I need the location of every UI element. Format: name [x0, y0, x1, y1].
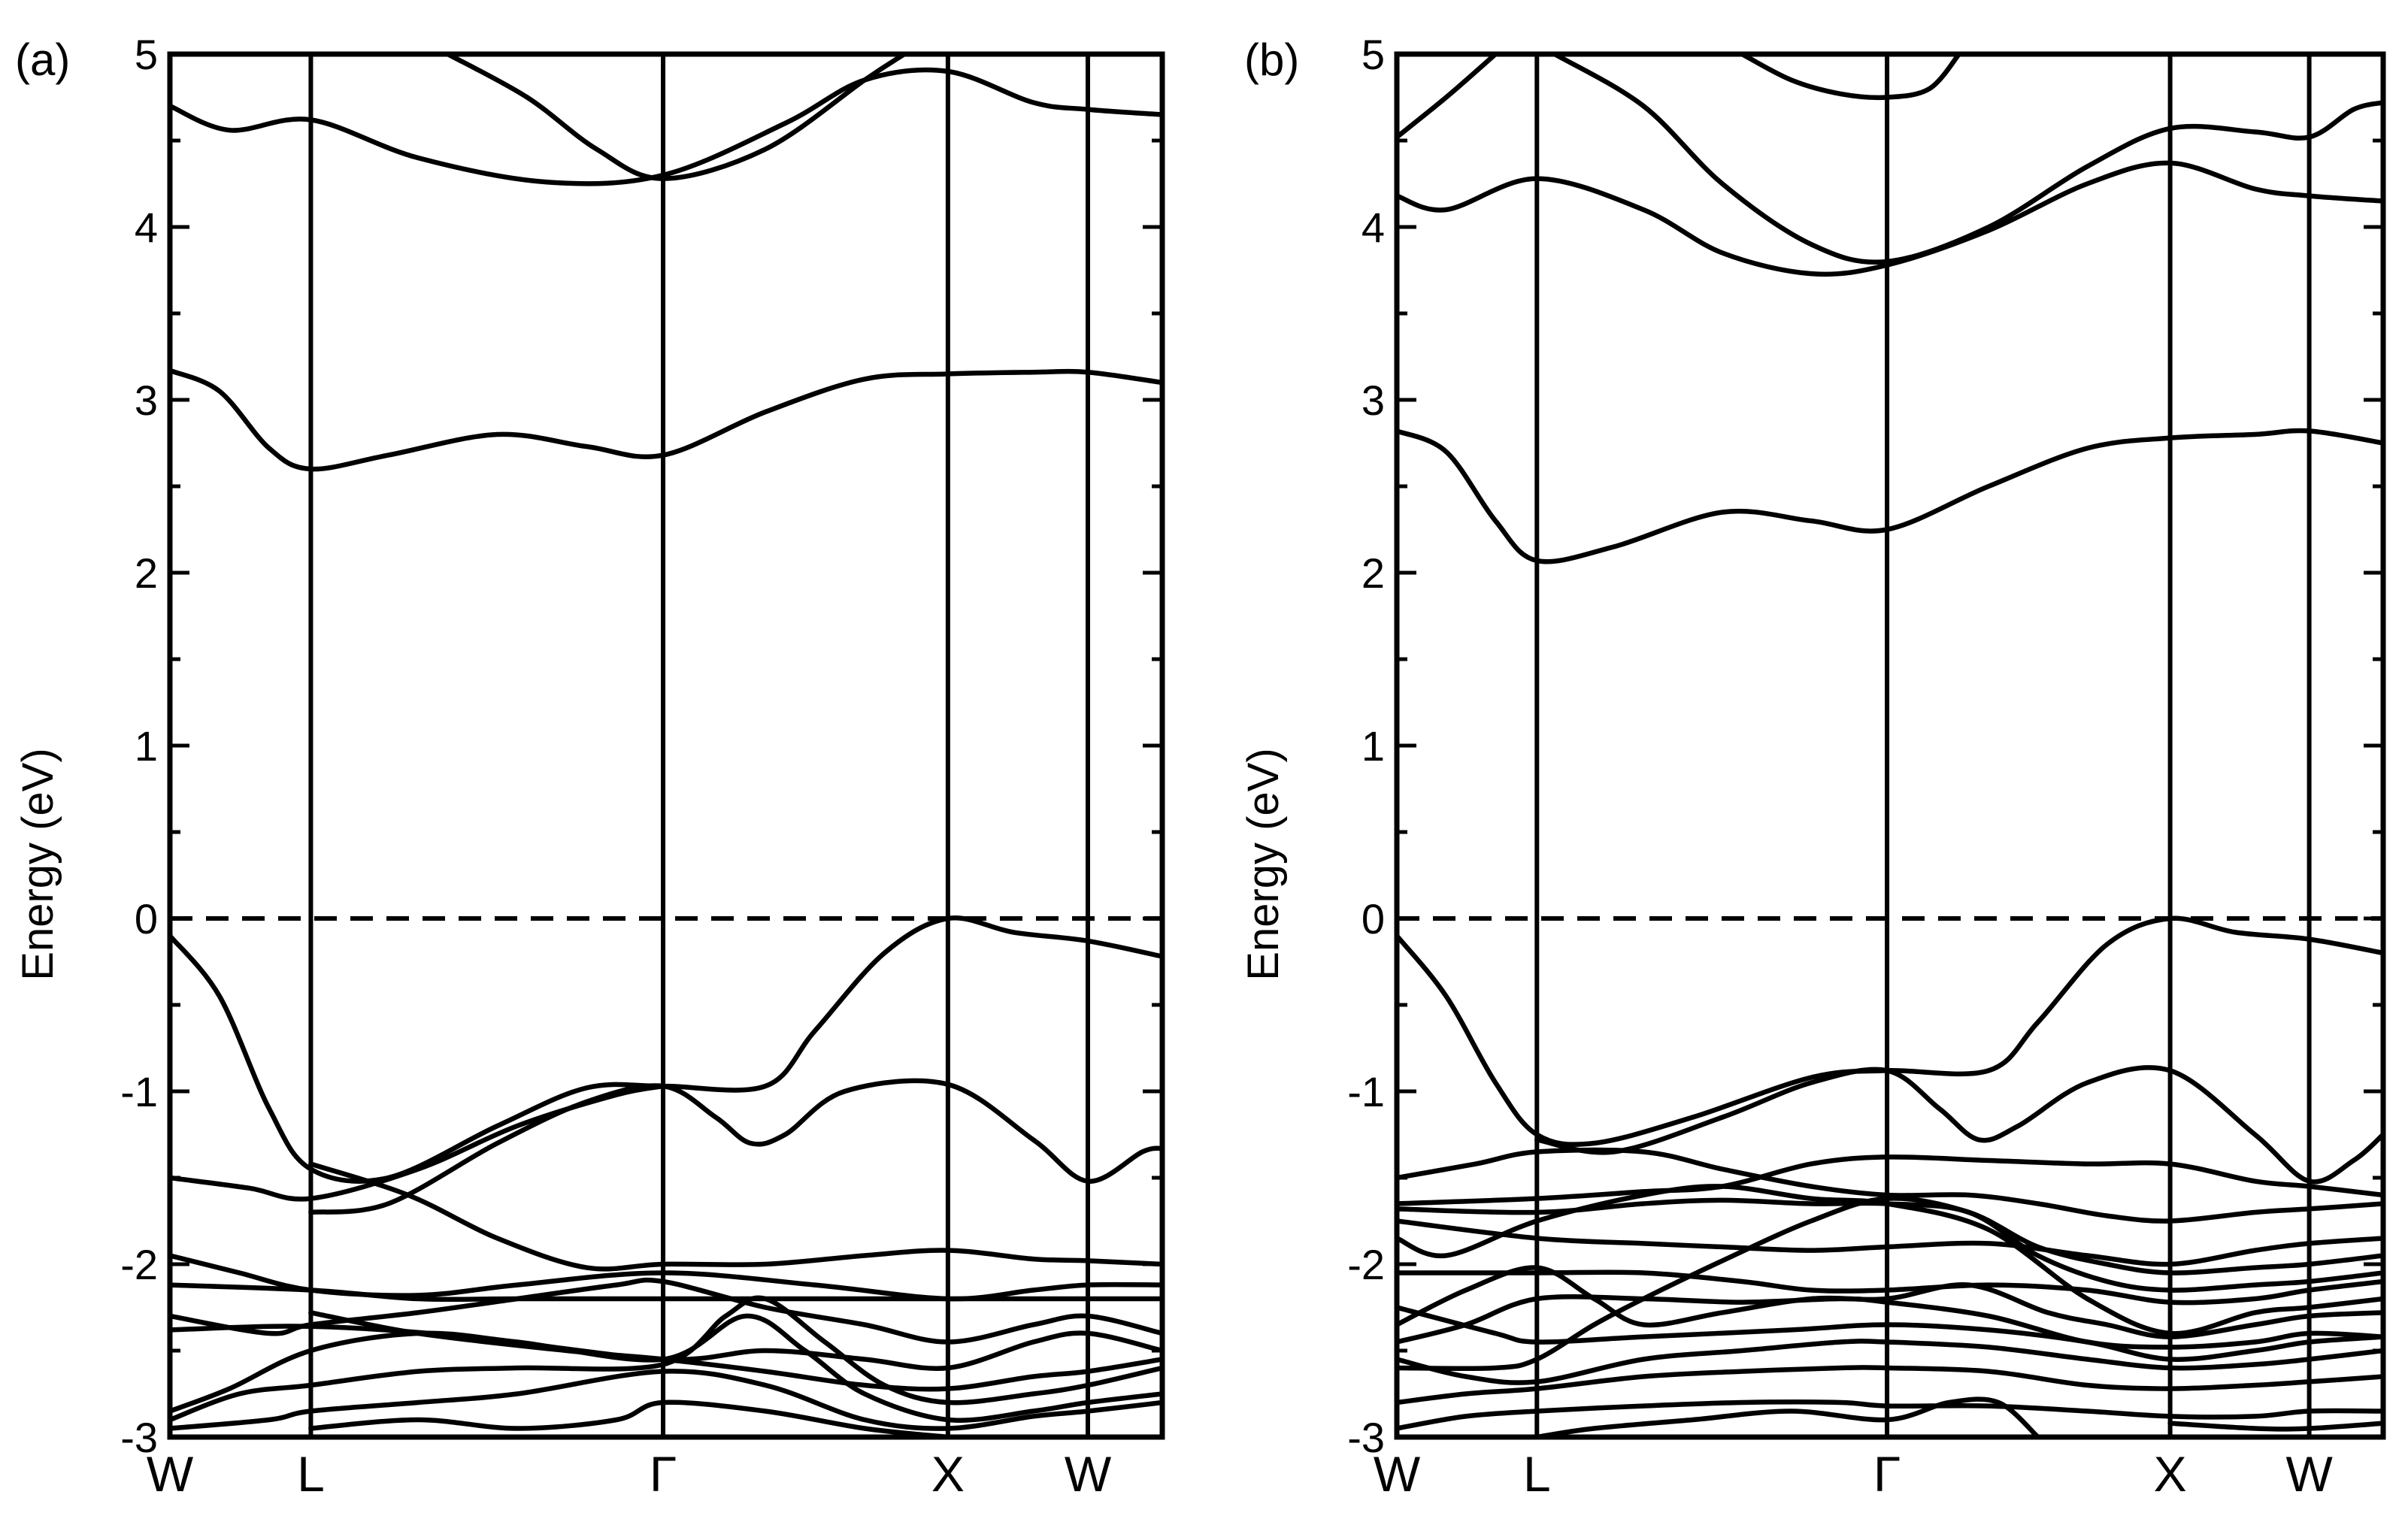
panel-label: (a)	[15, 35, 70, 85]
y-tick-label: 4	[135, 204, 158, 251]
kpoint-label: X	[931, 1446, 965, 1502]
band-line-v6	[1397, 1218, 2383, 1267]
plot-frame	[167, 51, 1165, 1440]
kpoint-label: L	[297, 1446, 325, 1502]
y-tick-label: 4	[1362, 204, 1385, 251]
y-tick-label: 3	[1362, 377, 1385, 424]
y-tick-label: -3	[1347, 1414, 1385, 1461]
band-line-v3	[1397, 1147, 2383, 1224]
y-tick-label: -2	[1347, 1241, 1385, 1288]
y-axis-label: Energy (eV)	[1239, 748, 1288, 980]
band-line-v2	[1534, 1065, 2383, 1185]
y-tick-label: 0	[1362, 895, 1385, 943]
band-line-c1	[1397, 428, 2383, 564]
panel-a: -3 -2 -1 0 1 2 3 4 5 W L Γ X W Energy (eV) (a)	[14, 31, 1165, 1502]
kpoint-label: L	[1523, 1446, 1551, 1502]
kpoint-label: W	[2285, 1446, 2333, 1502]
band-line-v10	[170, 1295, 1162, 1423]
band-line-v4	[1397, 1154, 2383, 1206]
y-tick-label: -2	[120, 1241, 158, 1288]
y-tick-label: 0	[135, 895, 158, 943]
y-tick-label: -1	[120, 1068, 158, 1115]
y-tick-label: 3	[135, 377, 158, 424]
bands-group	[170, 54, 1162, 1437]
band-line-v8	[1397, 1269, 2383, 1306]
band-line-v2	[308, 1078, 1162, 1215]
kpoint-label: W	[1374, 1446, 1421, 1502]
plot-frame	[1394, 51, 2386, 1440]
band-line-v13	[308, 1310, 1162, 1392]
kpoint-label: Γ	[1873, 1446, 1901, 1502]
panel-label: (b)	[1244, 35, 1299, 85]
kpoint-label: W	[147, 1446, 194, 1502]
band-line-v8	[170, 1324, 1162, 1371]
y-tick-label: 1	[1362, 722, 1385, 770]
band-line-c1	[170, 368, 1162, 472]
band-line-v12	[308, 1399, 951, 1437]
band-line-c5	[1739, 54, 1962, 101]
band-line-v17	[1397, 1305, 2383, 1362]
panel-b: -3 -2 -1 0 1 2 3 4 5 W L Γ X W Energy (eV) (b)	[1239, 31, 2386, 1502]
band-line-c2	[445, 54, 907, 181]
band-line-v13	[1397, 1365, 2383, 1406]
band-line-c3	[170, 67, 1162, 186]
band-line-v16	[2167, 1421, 2383, 1432]
band-line-v1	[170, 915, 1162, 1184]
kpoint-label: X	[2154, 1446, 2187, 1502]
y-tick-label: 2	[1362, 549, 1385, 597]
band-line-v4	[308, 1161, 1162, 1272]
band-line-v9	[1397, 1265, 2383, 1339]
y-tick-label: 2	[135, 549, 158, 597]
band-line-c3	[1552, 54, 2383, 265]
y-tick-label: 1	[135, 722, 158, 770]
bands-group	[1397, 54, 2383, 1437]
band-line-v15	[1534, 1396, 2041, 1437]
band-line-v7	[1397, 1184, 2383, 1336]
kpoint-label: W	[1065, 1446, 1112, 1502]
y-tick-label: 5	[135, 31, 158, 78]
y-tick-label: -1	[1347, 1068, 1385, 1115]
band-line-v3	[170, 1083, 666, 1202]
band-line-c2	[1397, 160, 2383, 277]
band-line-v12	[1397, 1339, 2383, 1385]
band-line-v1	[1397, 915, 2383, 1147]
y-tick-label: 5	[1362, 31, 1385, 78]
kpoint-label: Γ	[650, 1446, 677, 1502]
band-line-v14	[1397, 1399, 2383, 1431]
band-line-v9	[170, 1313, 1162, 1423]
y-tick-label: -3	[120, 1414, 158, 1461]
band-line-c4	[1397, 54, 1498, 140]
y-axis-label: Energy (eV)	[14, 748, 62, 980]
